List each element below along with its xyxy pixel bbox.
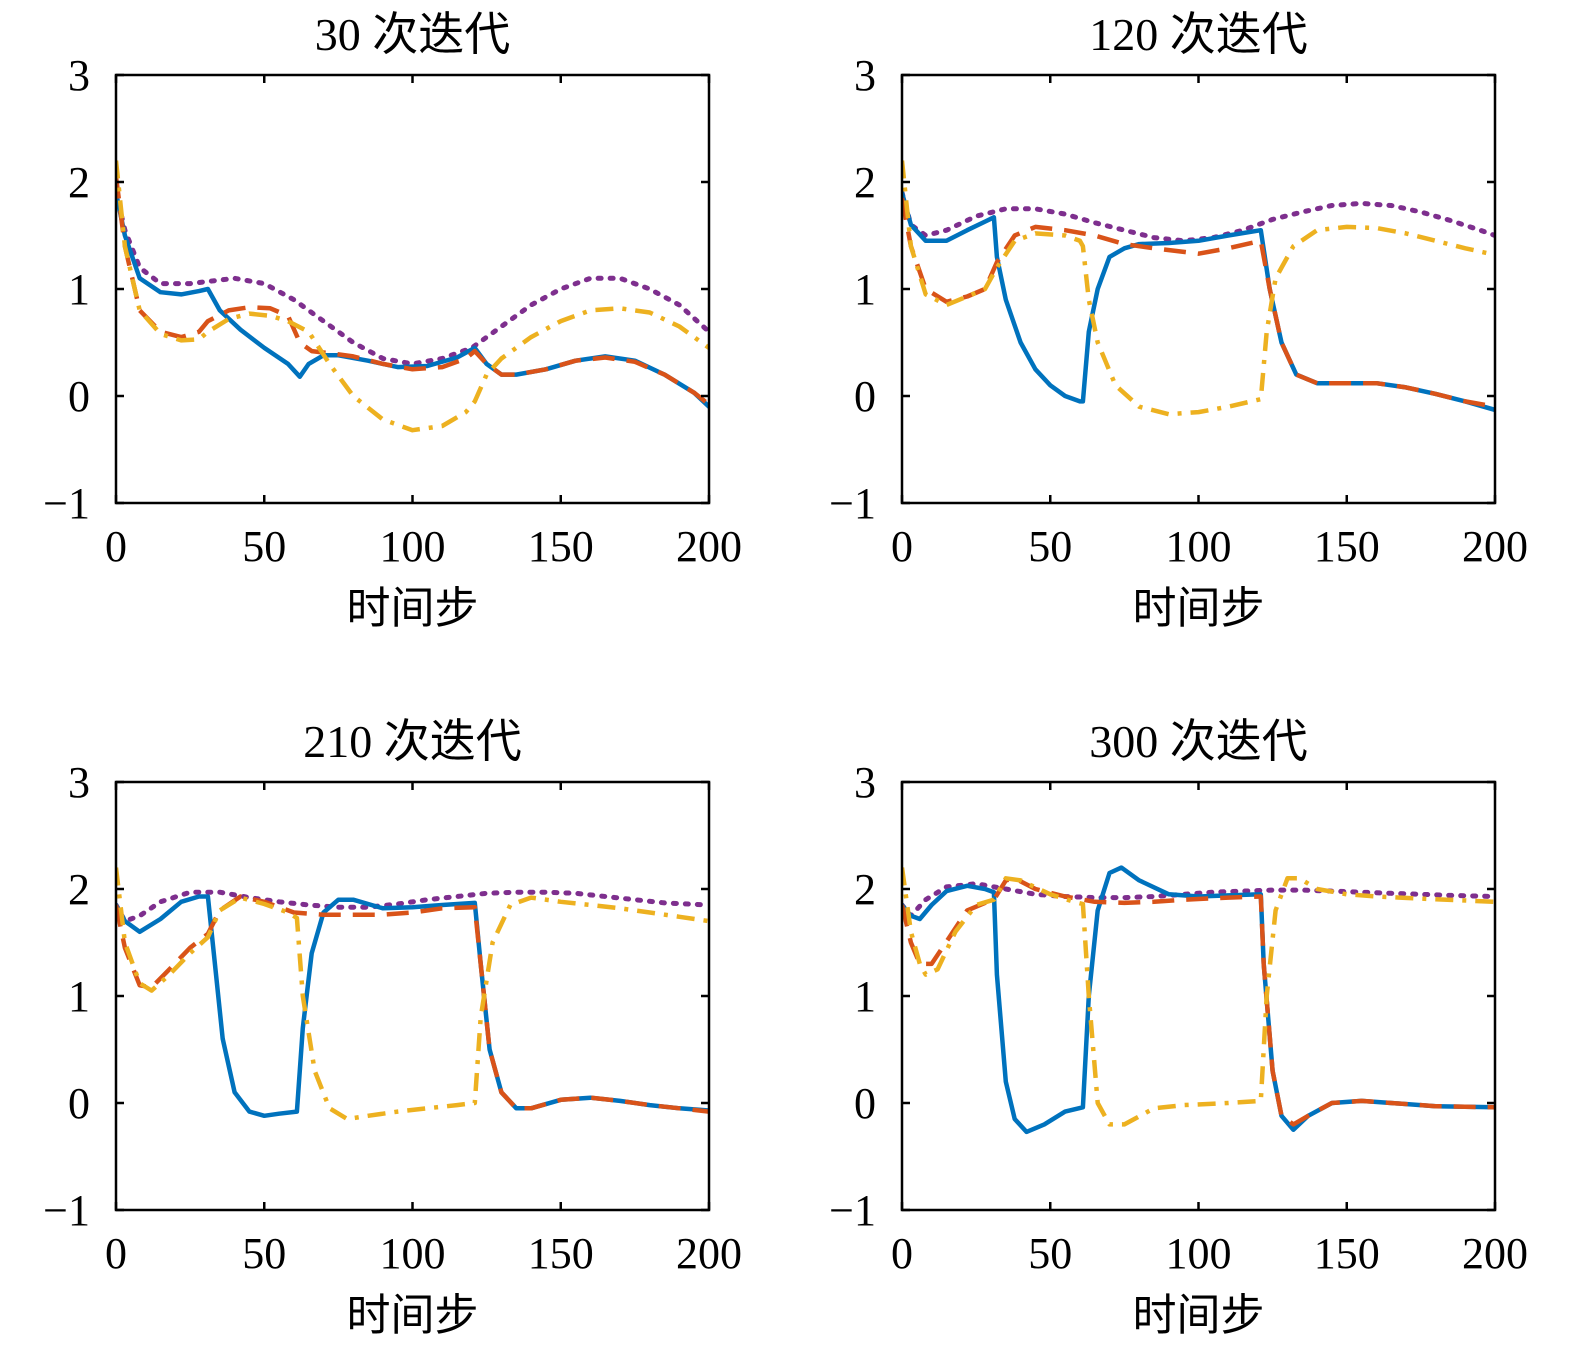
x-tick-label: 200 bbox=[1462, 522, 1528, 571]
x-axis-label: 时间步 bbox=[1133, 1291, 1265, 1340]
subplot-300-iterations: 300 次迭代 时间步 0 50 100 150 200 −1 0 1 2 3 bbox=[829, 716, 1528, 1340]
series-line-dashdot bbox=[902, 160, 1495, 417]
series-line-dashdot bbox=[116, 867, 709, 1122]
x-tick-label: 50 bbox=[242, 522, 286, 571]
x-tick-label: 50 bbox=[242, 1229, 286, 1278]
series-line-solid bbox=[902, 865, 1495, 1135]
series-group bbox=[116, 867, 709, 1122]
y-tick-label: 0 bbox=[68, 1079, 90, 1128]
y-tick-label: −1 bbox=[43, 479, 90, 528]
subplot-title: 120 次迭代 bbox=[1089, 9, 1308, 60]
subplot-title: 300 次迭代 bbox=[1089, 716, 1308, 767]
y-tick-label: 0 bbox=[854, 1079, 876, 1128]
series-line-dashed bbox=[902, 876, 1495, 1127]
x-tick-label: 200 bbox=[1462, 1229, 1528, 1278]
series-line-solid bbox=[116, 190, 709, 409]
series-group bbox=[902, 160, 1495, 417]
x-axis-label: 时间步 bbox=[347, 1291, 479, 1340]
y-tick-label: 1 bbox=[854, 265, 876, 314]
series-line-dashed bbox=[902, 197, 1495, 409]
subplot-title: 30 次迭代 bbox=[315, 9, 511, 60]
series-line-dashed bbox=[116, 176, 709, 407]
series-line-dashdot bbox=[116, 160, 709, 433]
y-tick-label: 0 bbox=[68, 372, 90, 421]
subplot-title: 210 次迭代 bbox=[303, 716, 522, 767]
x-tick-label: 100 bbox=[1166, 522, 1232, 571]
x-tick-label: 200 bbox=[676, 1229, 742, 1278]
subplot-210-iterations: 210 次迭代 时间步 0 50 100 150 200 −1 0 1 2 3 bbox=[43, 716, 742, 1340]
x-axis-label: 时间步 bbox=[1133, 584, 1265, 633]
subplot-120-iterations: 120 次迭代 时间步 0 50 100 150 200 −1 0 1 2 3 bbox=[829, 9, 1528, 633]
x-tick-label: 200 bbox=[676, 522, 742, 571]
plot-frame bbox=[900, 73, 1497, 505]
series-line-dashed bbox=[116, 894, 709, 1114]
series-line-dashdot bbox=[902, 867, 1495, 1127]
x-tick-label: 0 bbox=[105, 522, 127, 571]
y-tick-label: −1 bbox=[43, 1186, 90, 1235]
x-tick-label: 150 bbox=[528, 1229, 594, 1278]
series-line-dotted bbox=[116, 190, 709, 367]
y-tick-label: −1 bbox=[829, 1186, 876, 1235]
x-tick-label: 0 bbox=[105, 1229, 127, 1278]
y-tick-label: 2 bbox=[68, 158, 90, 207]
y-tick-label: −1 bbox=[829, 479, 876, 528]
y-tick-label: 2 bbox=[854, 158, 876, 207]
x-tick-label: 100 bbox=[380, 1229, 446, 1278]
y-tick-label: 1 bbox=[854, 972, 876, 1021]
series-group bbox=[116, 160, 709, 433]
x-tick-label: 50 bbox=[1028, 522, 1072, 571]
y-tick-label: 2 bbox=[68, 865, 90, 914]
series-line-dotted bbox=[116, 889, 709, 924]
x-axis-label: 时间步 bbox=[347, 584, 479, 633]
x-tick-label: 100 bbox=[1166, 1229, 1232, 1278]
plot-frame bbox=[900, 780, 1497, 1212]
series-line-solid bbox=[116, 894, 709, 1119]
x-tick-label: 0 bbox=[891, 522, 913, 571]
x-tick-label: 150 bbox=[1314, 522, 1380, 571]
series-line-dotted bbox=[902, 190, 1495, 244]
y-tick-label: 3 bbox=[854, 758, 876, 807]
y-tick-label: 2 bbox=[854, 865, 876, 914]
subplot-30-iterations: 30 次迭代 时间步 0 50 100 150 200 −1 0 1 2 3 bbox=[43, 9, 742, 633]
x-tick-label: 0 bbox=[891, 1229, 913, 1278]
x-tick-label: 150 bbox=[1314, 1229, 1380, 1278]
x-tick-label: 150 bbox=[528, 522, 594, 571]
series-line-solid bbox=[902, 190, 1495, 413]
y-tick-label: 1 bbox=[68, 265, 90, 314]
plot-frame bbox=[114, 780, 711, 1212]
y-tick-label: 0 bbox=[854, 372, 876, 421]
series-group bbox=[902, 865, 1495, 1135]
x-tick-label: 50 bbox=[1028, 1229, 1072, 1278]
x-tick-label: 100 bbox=[380, 522, 446, 571]
y-tick-label: 3 bbox=[68, 51, 90, 100]
y-tick-label: 3 bbox=[68, 758, 90, 807]
y-tick-label: 1 bbox=[68, 972, 90, 1021]
y-tick-label: 3 bbox=[854, 51, 876, 100]
